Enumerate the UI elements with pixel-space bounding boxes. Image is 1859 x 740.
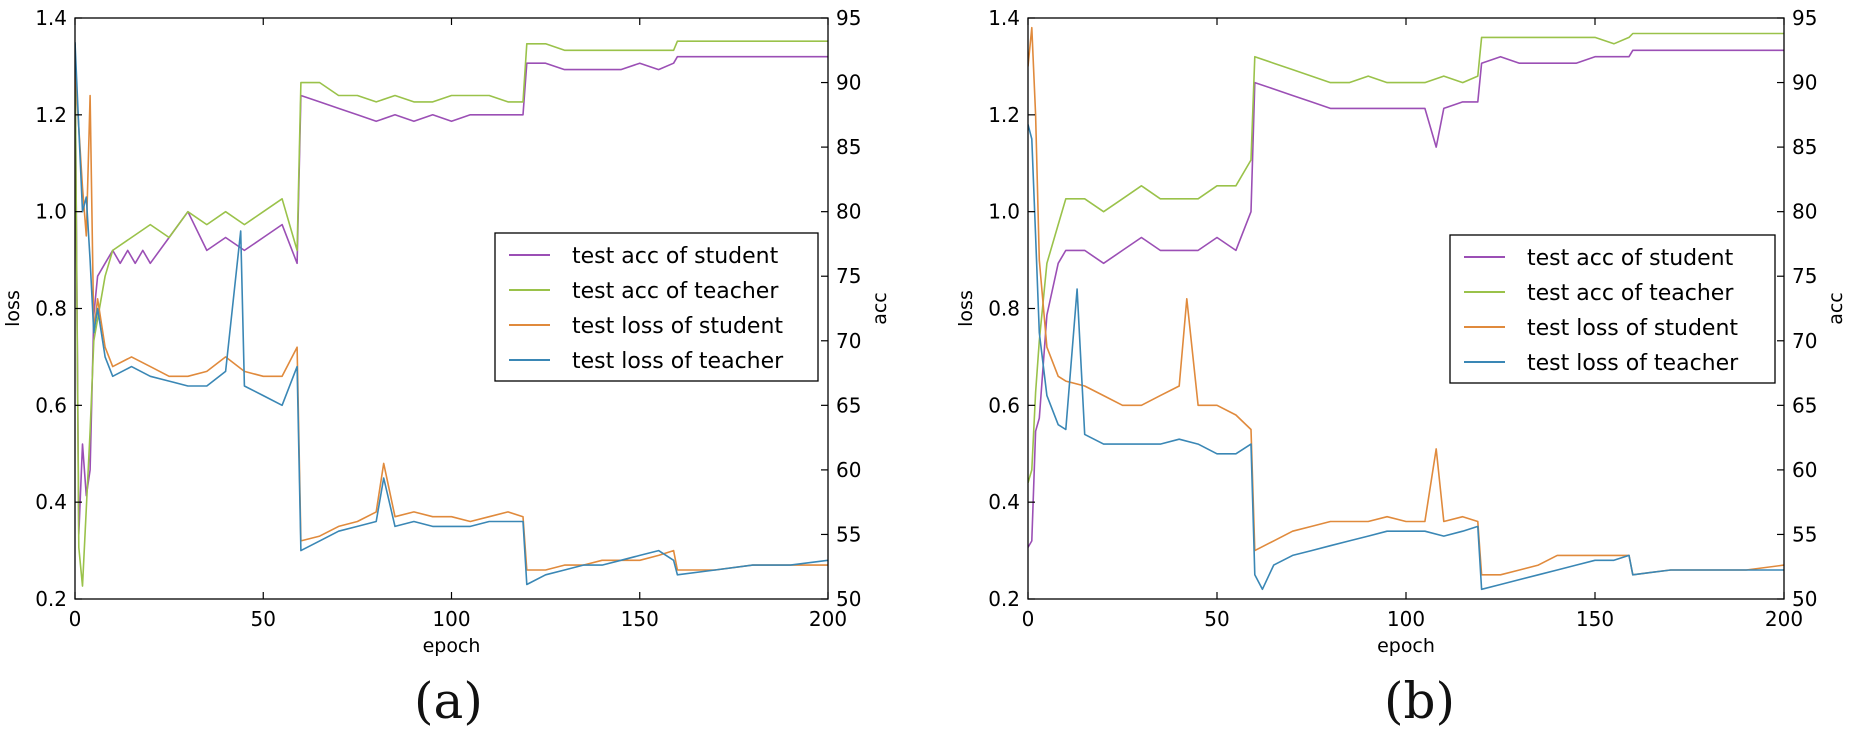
series-line-1 [1028,32,1784,484]
series-line-3 [1028,124,1784,591]
x-tick-label: 50 [251,607,276,631]
y-right-tick-label: 95 [1792,6,1817,30]
y-left-tick-label: 0.4 [988,490,1020,514]
y-left-tick-label: 0.6 [35,393,67,417]
y-right-tick-label: 65 [836,393,861,417]
y-left-tick-label: 0.2 [35,587,67,611]
panel-label-a: (a) [414,672,483,730]
y-left-tick-label: 0.6 [988,393,1020,417]
x-axis-label: epoch [423,635,481,657]
x-tick-label: 100 [1387,607,1425,631]
series-group [1028,26,1784,591]
y-right-axis-label: acc [869,292,891,325]
y-right-tick-label: 95 [836,6,861,30]
x-tick-label: 200 [809,607,847,631]
y-left-tick-label: 1.0 [35,200,67,224]
legend-box [1449,234,1776,384]
legend: test acc of student test acc of teacher te… [494,232,819,382]
x-tick-label: 50 [1204,607,1229,631]
series-line-3 [75,42,828,586]
y-right-tick-label: 85 [836,135,861,159]
legend-label: test acc of student [1527,246,1734,271]
y-right-tick-label: 70 [836,329,861,353]
y-right-tick-label: 50 [1792,587,1817,611]
legend-label: test acc of student [572,244,779,269]
legend: test acc of student test acc of teacher te… [1449,234,1776,384]
y-right-tick-label: 85 [1792,135,1817,159]
series-line-2 [1028,26,1784,576]
y-right-tick-label: 60 [836,458,861,482]
y-right-tick-label: 90 [1792,71,1817,95]
y-right-tick-label: 75 [1792,264,1817,288]
y-left-tick-label: 1.2 [988,103,1020,127]
series-line-0 [1028,49,1784,548]
y-right-tick-label: 70 [1792,329,1817,353]
legend-label: test loss of student [572,314,783,339]
x-tick-label: 150 [621,607,659,631]
series-group [75,40,828,587]
x-tick-label: 150 [1576,607,1614,631]
y-left-tick-label: 1.4 [988,6,1020,30]
y-right-tick-label: 50 [836,587,861,611]
legend-label: test loss of teacher [1527,351,1739,376]
chart-panel-b: 0 50 100 150 200 0.2 0.4 0.6 0.8 1.0 1.2 1.4 50 55 60 6… [955,6,1847,657]
y-left-tick-label: 0.2 [988,587,1020,611]
x-tick-label: 100 [432,607,470,631]
y-left-tick-label: 1.0 [988,200,1020,224]
panel-label-b: (b) [1384,672,1456,730]
legend-label: test loss of teacher [572,349,784,374]
y-left-tick-label: 0.8 [988,297,1020,321]
y-right-tick-label: 80 [1792,200,1817,224]
x-tick-label: 0 [69,607,82,631]
legend-label: test acc of teacher [572,279,779,304]
x-axis-label: epoch [1377,635,1435,657]
chart-panel-a: 0 50 100 150 200 0.2 0.4 0.6 0.8 1.0 1.2 1.4 50 55 60 6… [2,6,891,657]
series-line-2 [75,66,828,571]
y-right-tick-label: 75 [836,264,861,288]
y-right-tick-label: 60 [1792,458,1817,482]
legend-label: test acc of teacher [1527,281,1734,306]
y-right-tick-label: 55 [1792,522,1817,546]
x-tick-label: 200 [1765,607,1803,631]
y-left-axis-label: loss [955,290,977,327]
y-left-tick-label: 1.4 [35,6,67,30]
y-left-axis-label: loss [2,290,24,327]
series-line-1 [75,40,828,587]
y-right-tick-label: 65 [1792,393,1817,417]
legend-label: test loss of student [1527,316,1738,341]
x-tick-label: 0 [1022,607,1035,631]
y-right-tick-label: 55 [836,522,861,546]
y-right-tick-label: 80 [836,200,861,224]
y-left-tick-label: 1.2 [35,103,67,127]
y-right-axis-label: acc [1825,292,1847,325]
y-right-tick-label: 90 [836,71,861,95]
y-left-tick-label: 0.8 [35,297,67,321]
y-left-tick-label: 0.4 [35,490,67,514]
legend-box [494,232,819,382]
